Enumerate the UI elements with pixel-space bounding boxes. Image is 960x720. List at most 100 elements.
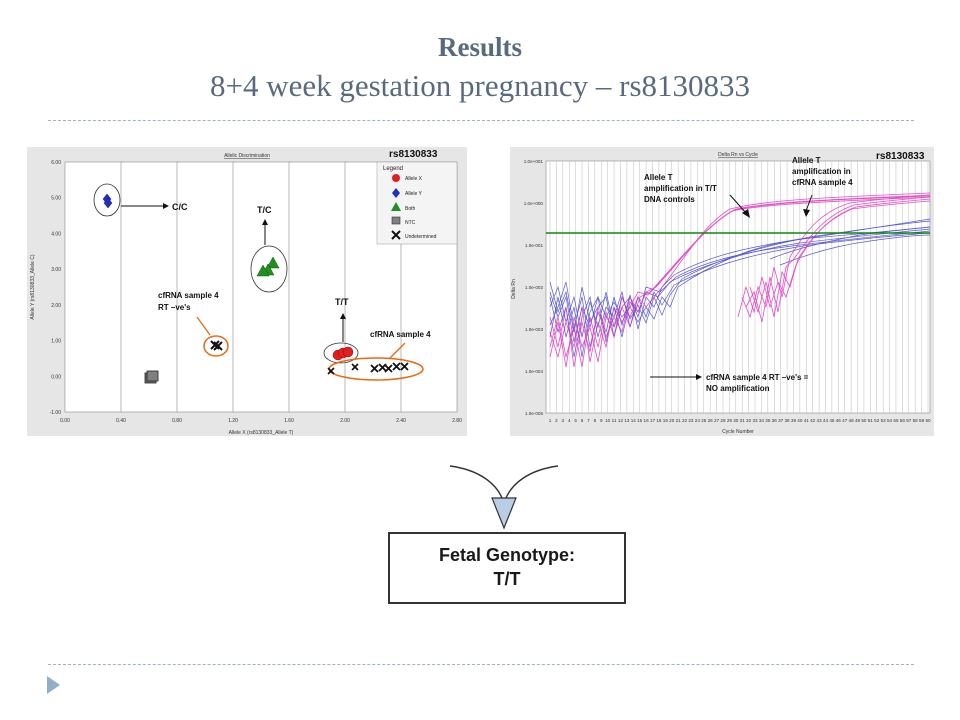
undetermined-point (327, 367, 335, 375)
cfrna-amplification-label-line2: amplification in (792, 167, 851, 176)
cycle-tick-label: 59 (919, 418, 925, 423)
cycle-tick-label: 19 (663, 418, 669, 423)
cycle-tick-label: 57 (906, 418, 912, 423)
cycle-tick-label: 25 (701, 418, 707, 423)
cycle-tick-label: 3 (562, 418, 565, 423)
cycle-tick-label: 41 (804, 418, 810, 423)
rt-negative-label-line1: cfRNA sample 4 RT –ve's = (706, 373, 809, 382)
y-tick-label: 1.0e-002 (525, 285, 544, 290)
legend-label: Both (405, 206, 416, 212)
tt-label: T/T (335, 297, 349, 307)
tc-arrowhead (262, 219, 268, 225)
dna-controls-arrow (729, 194, 747, 214)
cycle-tick-label: 46 (836, 418, 842, 423)
legend-label: Undetermined (405, 234, 437, 240)
plot-header-title: Allelic Discrimination (224, 153, 270, 159)
legend-title: Legend (383, 166, 403, 172)
blue-diamond-icon (392, 188, 400, 198)
dna-controls-label-line1: Allele T (644, 173, 673, 182)
cycle-tick-label: 51 (868, 418, 874, 423)
y-tick-label: -1.00 (50, 410, 62, 416)
y-tick-label: 1.0e-004 (525, 369, 544, 374)
fetal-genotype-box: Fetal Genotype: T/T (388, 532, 626, 604)
right-branch-line (505, 465, 559, 499)
rt-negative-label-line1: cfRNA sample 4 (158, 291, 219, 300)
cycle-tick-labels: 1 2 3 4 5 6 7 8 9 10 11 12 13 14 15 16 17 18 19 20 21 22 23 24 2… (549, 418, 931, 423)
fetal-genotype-value: T/T (493, 569, 521, 589)
legend-box (376, 161, 458, 245)
cycle-tick-label: 9 (600, 418, 603, 423)
cycle-tick-label: 43 (817, 418, 823, 423)
undetermined-point (392, 362, 401, 371)
gray-square-icon (391, 216, 401, 225)
cycle-tick-label: 35 (765, 418, 771, 423)
y-tick-label: 1.0e-005 (525, 411, 544, 416)
cycle-tick-label: 53 (881, 418, 887, 423)
y-tick-label: 1.0e-001 (525, 243, 544, 248)
cycle-tick-label: 5 (574, 418, 577, 423)
x-tick-label: 1.60 (284, 418, 294, 424)
undetermined-point (370, 364, 379, 373)
y-tick-label: 0.00 (51, 374, 61, 380)
cycle-tick-label: 30 (733, 418, 739, 423)
cfrna-amplification-label-line1: Allele T (792, 156, 821, 165)
cycle-tick-label: 31 (740, 418, 746, 423)
x-tick-labels: 0.00 0.40 0.80 1.20 1.60 2.00 2.40 2.80 (60, 418, 462, 424)
cycle-tick-label: 18 (656, 418, 662, 423)
down-arrowhead (491, 497, 517, 530)
legend-label: NTC (405, 220, 416, 226)
cycle-tick-label: 23 (688, 418, 694, 423)
cfrna-amplification-label-line3: cfRNA sample 4 (792, 178, 853, 187)
x-axis-label: Cycle Number (722, 429, 754, 435)
y-axis-label: Allele Y (rs8130833_Allele C) (30, 254, 36, 319)
x-axis-label: Allele X (rs8130833_Allele T) (229, 430, 294, 436)
cycle-tick-label: 48 (849, 418, 855, 423)
x-gridlines (120, 162, 402, 412)
y-tick-label: 4.00 (51, 231, 61, 237)
cycle-tick-label: 12 (618, 418, 624, 423)
cycle-tick-label: 54 (887, 418, 893, 423)
bottom-divider (48, 664, 914, 665)
tc-label: T/C (257, 205, 272, 215)
y-tick-label: 3.00 (51, 267, 61, 273)
cfrna-amplification-arrowhead (803, 209, 810, 217)
cycle-tick-label: 56 (900, 418, 906, 423)
y-tick-labels: 6.00 5.00 4.00 3.00 2.00 1.00 0.00 -1.00 (50, 160, 62, 416)
cfrna-sample-arrow (388, 342, 406, 360)
legend-label: Allele Y (405, 191, 423, 197)
cycle-tick-label: 49 (855, 418, 861, 423)
undetermined-point (351, 363, 359, 371)
cycle-tick-label: 29 (727, 418, 733, 423)
black-x-icon (391, 230, 401, 240)
undetermined-point (384, 364, 393, 373)
cycle-tick-label: 21 (676, 418, 682, 423)
plot-header-title: Delta Rn vs Cycle (718, 152, 758, 158)
tt-cluster-ring (323, 342, 359, 364)
cycle-tick-label: 13 (624, 418, 630, 423)
x-tick-label: 1.20 (228, 418, 238, 424)
undetermined-point (400, 362, 409, 371)
allele-y-point (103, 197, 113, 209)
cycle-tick-label: 22 (682, 418, 688, 423)
rt-negative-arrow (196, 316, 211, 336)
y-tick-label: 1.0e-003 (525, 327, 544, 332)
cc-cluster-ring (93, 183, 121, 217)
cfrna-sample-label: cfRNA sample 4 (370, 330, 431, 339)
cfrna-amplification-arrow (805, 194, 813, 212)
rt-negative-label-line2: RT –ve's (158, 303, 191, 312)
ntc-point (146, 370, 159, 382)
cycle-tick-label: 8 (594, 418, 597, 423)
cycle-gridlines (549, 161, 929, 413)
cycle-tick-label: 7 (587, 418, 590, 423)
plot-area (545, 160, 931, 414)
cycle-tick-label: 24 (695, 418, 701, 423)
x-tick-label: 2.00 (340, 418, 350, 424)
legend-item-ntc: NTC (391, 216, 416, 226)
cycle-tick-label: 32 (746, 418, 752, 423)
legend-item-allele-y: Allele Y (392, 188, 423, 198)
green-triangle-icon (391, 202, 401, 211)
y-tick-label: 2.00 (51, 303, 61, 309)
cycle-tick-label: 16 (644, 418, 650, 423)
snp-label: rs8130833 (389, 149, 438, 160)
left-branch-line (449, 465, 503, 499)
